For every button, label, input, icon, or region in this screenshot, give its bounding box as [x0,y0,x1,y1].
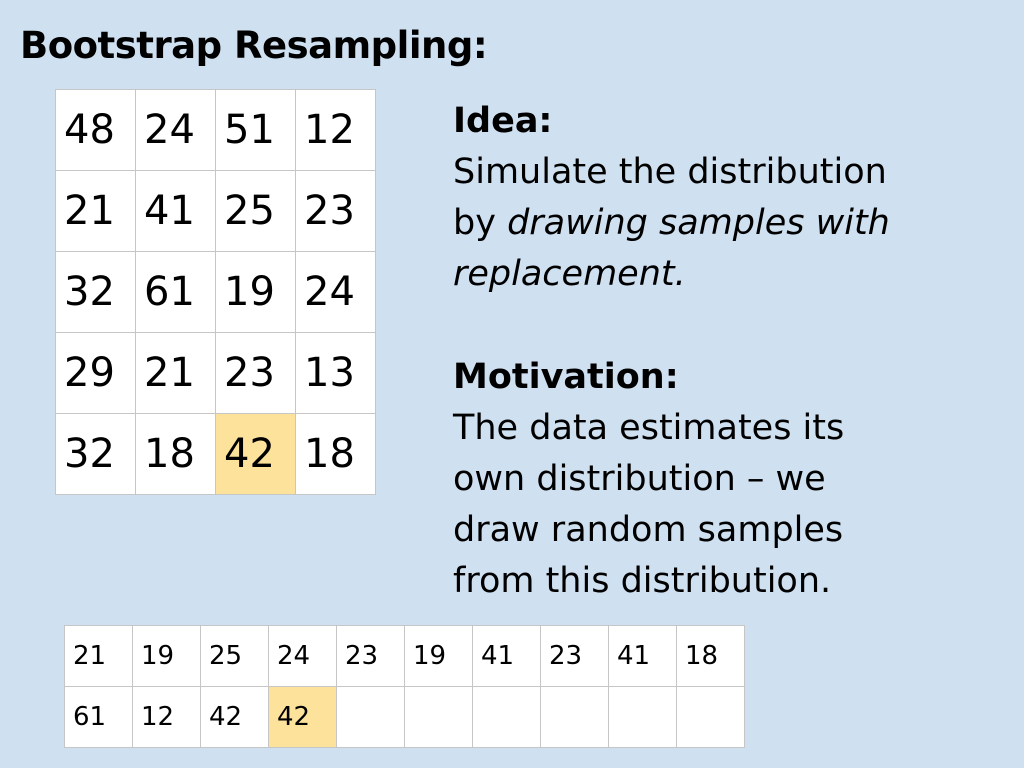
sample-grid-cell: 18 [676,625,745,687]
motivation-line: draw random samples [453,510,844,550]
data-grid-cell: 18 [295,413,376,495]
data-grid-cell: 25 [215,170,296,252]
sample-grid-cell-empty [336,686,405,748]
data-grid-cell: 32 [55,413,136,495]
data-grid-row: 32 61 19 24 [55,251,376,333]
sample-grid-cell: 23 [540,625,609,687]
sample-grid-cell: 41 [472,625,541,687]
data-grid-row: 48 24 51 12 [55,89,376,171]
sample-grid-cell: 19 [404,625,473,687]
data-grid-cell: 21 [135,332,216,414]
sample-grid-cell: 25 [200,625,269,687]
idea-heading: Idea: [453,101,553,141]
idea-emphasis: drawing samples with [507,203,890,243]
data-grid-cell: 12 [295,89,376,171]
idea-line: replacement. [453,249,973,300]
spacer [453,300,973,352]
sample-grid-cell-highlighted: 42 [268,686,337,748]
motivation-line: from this distribution. [453,561,832,601]
data-grid: 48 24 51 12 21 41 25 23 32 61 19 24 29 2… [55,89,376,495]
sample-grid-cell: 23 [336,625,405,687]
data-grid-cell: 24 [295,251,376,333]
data-grid-cell: 41 [135,170,216,252]
data-grid-cell: 51 [215,89,296,171]
sample-grid-cell-empty [676,686,745,748]
data-grid-cell: 48 [55,89,136,171]
data-grid-cell: 24 [135,89,216,171]
sample-grid-cell: 41 [608,625,677,687]
sample-grid-cell: 12 [132,686,201,748]
data-grid-row: 29 21 23 13 [55,332,376,414]
data-grid-row: 32 18 42 18 [55,413,376,495]
data-grid-row: 21 41 25 23 [55,170,376,252]
sample-grid-row: 21 19 25 24 23 19 41 23 41 18 [64,625,745,687]
data-grid-cell: 61 [135,251,216,333]
idea-text: by [453,203,508,243]
sample-grid-cell: 19 [132,625,201,687]
data-grid-cell: 19 [215,251,296,333]
sample-grid-cell-empty [404,686,473,748]
motivation-heading: Motivation: [453,357,679,397]
sample-grid-cell-empty [608,686,677,748]
sample-grid-cell: 24 [268,625,337,687]
data-grid-cell: 23 [215,332,296,414]
sample-grid-cell: 21 [64,625,133,687]
data-grid-cell: 18 [135,413,216,495]
sample-grid-cell-empty [472,686,541,748]
explanation-text: Idea: Simulate the distribution by drawi… [453,96,973,607]
motivation-line: The data estimates its [453,408,845,448]
data-grid-cell: 29 [55,332,136,414]
data-grid-cell-highlighted: 42 [215,413,296,495]
slide-title: Bootstrap Resampling: [20,24,488,67]
idea-emphasis: replacement. [453,254,686,294]
data-grid-cell: 23 [295,170,376,252]
sample-grid-cell-empty [540,686,609,748]
idea-line: by drawing samples with [453,198,973,249]
data-grid-cell: 32 [55,251,136,333]
sample-grid-cell: 42 [200,686,269,748]
sample-grid-row: 61 12 42 42 [64,686,745,748]
sample-grid: 21 19 25 24 23 19 41 23 41 18 61 12 42 4… [64,625,745,748]
data-grid-cell: 13 [295,332,376,414]
data-grid-cell: 21 [55,170,136,252]
sample-grid-cell: 61 [64,686,133,748]
motivation-line: own distribution – we [453,459,826,499]
idea-line: Simulate the distribution [453,152,887,192]
